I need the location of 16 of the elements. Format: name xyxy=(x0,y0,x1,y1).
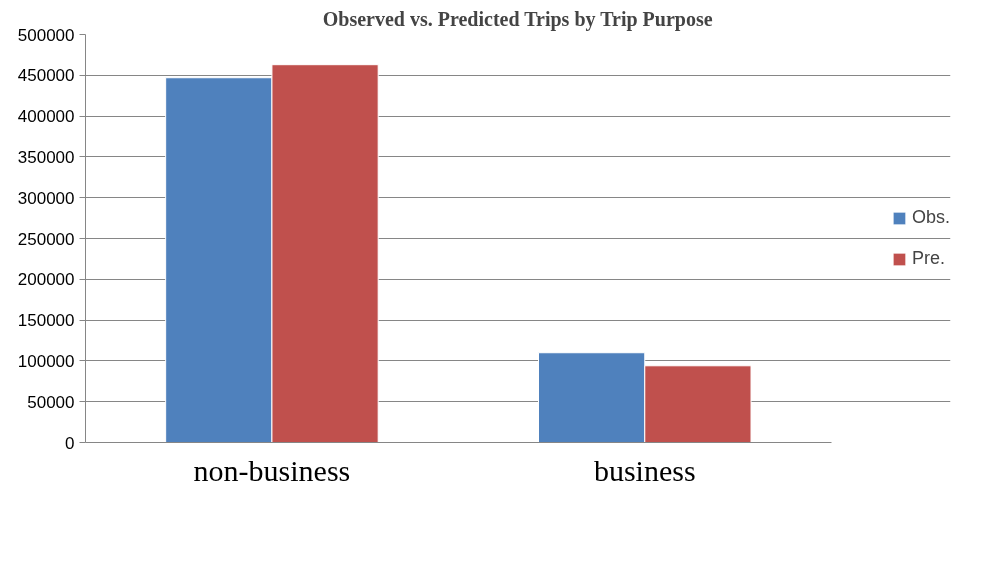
y-tick-label: 50000 xyxy=(27,392,75,412)
y-tick-label: 450000 xyxy=(17,66,75,86)
x-tick-label: non-business xyxy=(193,453,351,487)
y-tick-label: 300000 xyxy=(17,188,75,208)
y-tick-label: 150000 xyxy=(17,311,75,331)
legend-label: Pre. xyxy=(911,248,945,269)
chart-title: Observed vs. Predicted Trips by Trip Purpose xyxy=(322,7,713,31)
y-tick-label: 0 xyxy=(65,433,75,453)
legend-label: Obs. xyxy=(911,207,950,228)
y-tick-label: 100000 xyxy=(17,351,75,371)
y-tick-label: 500000 xyxy=(17,25,75,45)
x-tick-label: business xyxy=(593,453,696,487)
y-tick-label: 250000 xyxy=(17,229,75,249)
y-tick-label: 400000 xyxy=(17,107,75,127)
y-tick-label: 350000 xyxy=(17,147,75,167)
y-tick-label: 200000 xyxy=(17,270,75,290)
